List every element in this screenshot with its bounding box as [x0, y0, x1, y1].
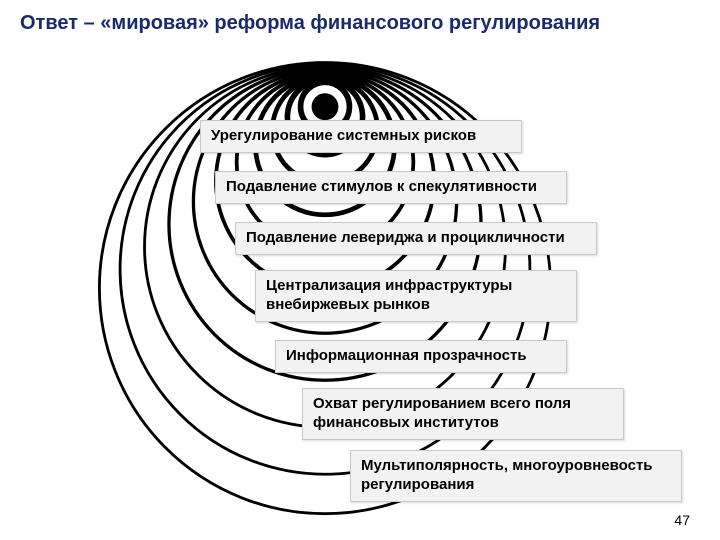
label-box-2: Подавление левериджа и процикличности — [235, 222, 597, 255]
label-box-3: Централизация инфраструктуры внебиржевых… — [255, 270, 577, 322]
label-box-0: Урегулирование системных рисков — [200, 120, 522, 153]
page-title: Ответ – «мировая» реформа финансового ре… — [20, 12, 700, 35]
label-box-1: Подавление стимулов к спекулятивности — [215, 171, 567, 204]
label-box-5: Охват регулированием всего поля финансов… — [302, 388, 624, 440]
page-number: 47 — [674, 512, 690, 528]
label-box-6: Мультиполярность, многоуровневость регул… — [350, 450, 682, 502]
label-box-4: Информационная прозрачность — [275, 340, 567, 373]
